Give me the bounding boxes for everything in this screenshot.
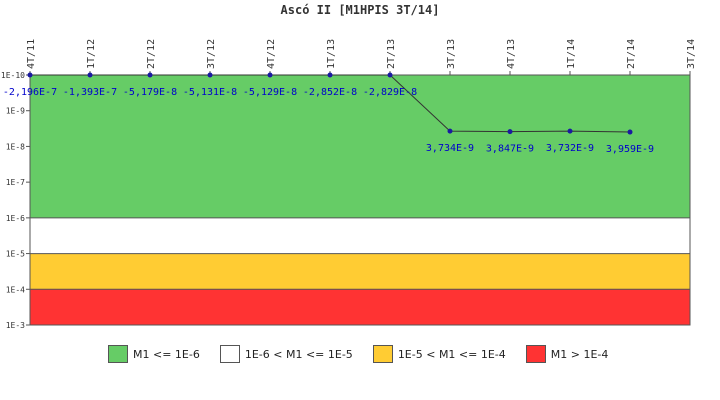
y-tick-label: 1E-7 <box>6 178 25 187</box>
x-tick-label: 2T/12 <box>146 39 157 69</box>
data-point <box>387 72 393 78</box>
data-label: 3,732E-9 <box>546 143 594 154</box>
y-tick-label: 1E-4 <box>6 285 25 294</box>
data-point <box>207 72 213 78</box>
data-point <box>87 72 93 78</box>
data-point <box>627 129 633 135</box>
x-tick-label: 4T/11 <box>26 39 37 69</box>
legend-label: M1 <= 1E-6 <box>133 347 200 361</box>
x-axis: 4T/11 1T/12 2T/12 3T/12 4T/12 1T/13 2T/13 3T/13… <box>26 39 697 75</box>
data-label: -2,852E-8 <box>303 87 357 98</box>
data-label: 3,847E-9 <box>486 144 534 155</box>
data-label: 3,959E-9 <box>606 144 654 155</box>
x-tick-label: 3T/12 <box>206 39 217 69</box>
y-tick-label: 1E-6 <box>6 214 25 223</box>
data-points <box>27 72 633 135</box>
legend-swatch <box>372 345 393 363</box>
threshold-bands <box>29 74 691 326</box>
data-label: -2,829E-8 <box>363 87 417 98</box>
y-axis: 1E-10 1E-9 1E-8 1E-7 1E-6 1E-5 1E-4 1E-3 <box>1 71 30 330</box>
band-3 <box>30 289 690 325</box>
band-0 <box>30 75 690 218</box>
legend-item: 1E-5 < M1 <= 1E-4 <box>372 345 506 363</box>
data-label: -1,393E-7 <box>63 87 117 98</box>
data-point <box>327 72 333 78</box>
y-tick-label: 1E-3 <box>6 321 25 330</box>
data-point <box>507 129 513 135</box>
data-point <box>447 128 453 134</box>
legend-swatch <box>525 345 546 363</box>
legend: M1 <= 1E-6 1E-6 < M1 <= 1E-5 1E-5 < M1 <= … <box>108 345 628 363</box>
legend-label: M1 > 1E-4 <box>550 347 609 361</box>
data-point <box>147 72 153 78</box>
x-tick-label: 2T/13 <box>386 39 397 69</box>
y-tick-label: 1E-8 <box>6 142 25 151</box>
x-tick-label: 2T/14 <box>626 39 637 69</box>
data-point <box>567 128 573 134</box>
x-tick-label: 4T/13 <box>506 39 517 69</box>
data-label: -5,131E-8 <box>183 87 237 98</box>
legend-item: 1E-6 < M1 <= 1E-5 <box>219 345 353 363</box>
data-label: 3,734E-9 <box>426 143 474 154</box>
data-label: -5,129E-8 <box>243 87 297 98</box>
data-point <box>27 72 33 78</box>
y-tick-label: 1E-9 <box>6 107 25 116</box>
x-tick-label: 3T/14 <box>686 39 697 69</box>
legend-item: M1 <= 1E-6 <box>108 345 200 363</box>
legend-label: 1E-6 < M1 <= 1E-5 <box>244 347 353 361</box>
x-tick-label: 1T/12 <box>86 39 97 69</box>
data-labels: -2,196E-7 -1,393E-7 -5,179E-8 -5,131E-8 -5,1… <box>3 87 654 155</box>
x-tick-label: 3T/13 <box>446 39 457 69</box>
band-1 <box>30 217 690 254</box>
data-point <box>267 72 273 78</box>
data-label: -2,196E-7 <box>3 87 57 98</box>
chart-title: Ascó II [M1HPIS 3T/14] <box>281 3 440 17</box>
x-tick-label: 1T/14 <box>566 39 577 69</box>
legend-item: M1 > 1E-4 <box>525 345 609 363</box>
legend-swatch <box>108 345 128 363</box>
band-2 <box>30 253 690 290</box>
y-tick-label: 1E-5 <box>6 250 25 259</box>
x-tick-label: 1T/13 <box>326 39 337 69</box>
legend-label: 1E-5 < M1 <= 1E-4 <box>397 347 506 361</box>
x-tick-label: 4T/12 <box>266 39 277 69</box>
y-tick-label: 1E-10 <box>1 71 25 80</box>
data-label: -5,179E-8 <box>123 87 177 98</box>
legend-swatch <box>219 345 240 363</box>
